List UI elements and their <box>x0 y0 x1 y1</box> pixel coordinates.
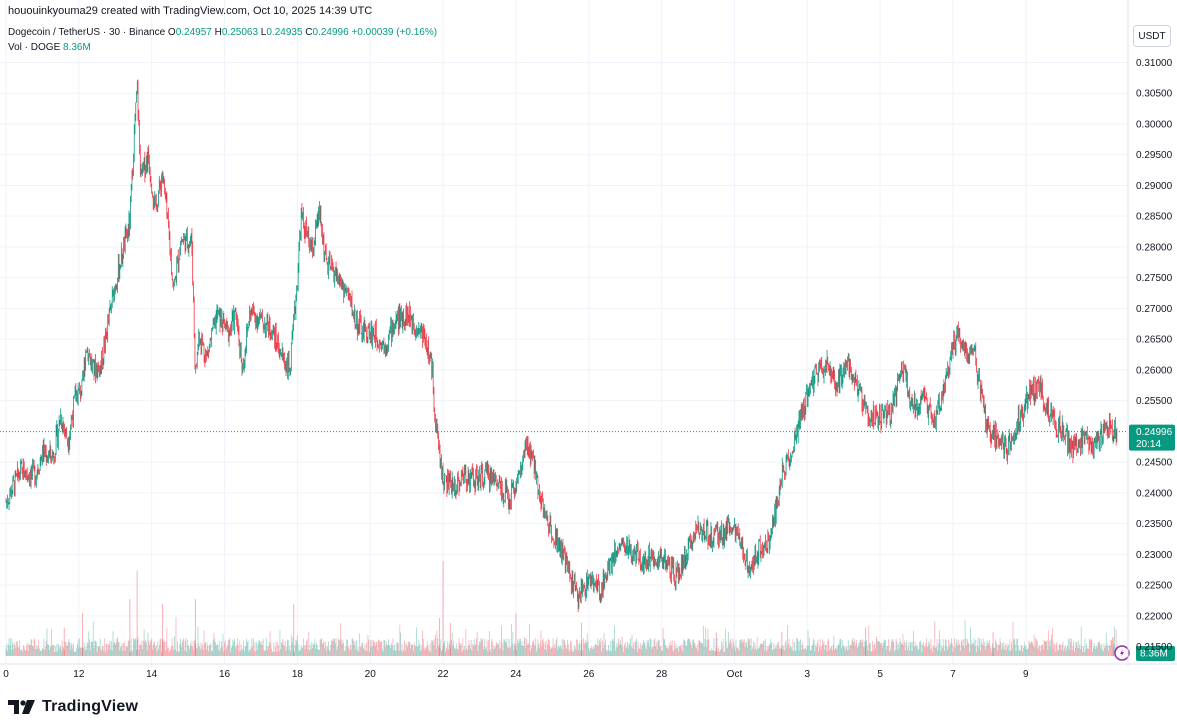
open-label: O <box>167 27 176 38</box>
lightning-glyph <box>1120 649 1124 657</box>
last-price-label: 0.24996 <box>1136 427 1173 438</box>
tradingview-logo[interactable]: TradingView <box>8 698 138 716</box>
y-tick-label: 0.22000 <box>1136 611 1173 622</box>
x-tick-label: Oct <box>727 669 743 680</box>
x-tick-label: 28 <box>656 669 668 680</box>
x-tick-label: 24 <box>510 669 522 680</box>
open-value: 0.24957 <box>175 27 212 38</box>
y-tick-label: 0.28500 <box>1136 212 1173 223</box>
volume-legend[interactable]: Vol · DOGE 8.36M <box>8 42 91 53</box>
change-value: +0.00039 (+0.16%) <box>351 27 438 38</box>
attribution-text: hououinkyouma29 created with TradingView… <box>8 5 373 17</box>
tradingview-brand: TradingView <box>42 698 139 715</box>
x-tick-label: 0 <box>3 669 9 680</box>
y-tick-label: 0.23500 <box>1136 519 1173 530</box>
volume-bars <box>5 561 1118 656</box>
low-value: 0.24935 <box>266 27 303 38</box>
y-tick-label: 0.23000 <box>1136 550 1173 561</box>
time-axis[interactable]: 0 12 14 16 18 20 22 24 26 28 Oct 3 5 7 9 <box>0 663 1177 680</box>
tradingview-logo-icon <box>8 700 35 714</box>
x-tick-label: 18 <box>292 669 304 680</box>
close-value: 0.24996 <box>312 27 349 38</box>
volume-label: Vol · DOGE <box>8 42 61 53</box>
y-tick-label: 0.29500 <box>1136 150 1173 161</box>
price-axis[interactable]: 0.31000 0.30500 0.30000 0.29500 0.29000 0.285… <box>1127 0 1173 666</box>
x-tick-label: 20 <box>365 669 377 680</box>
y-tick-label: 0.27500 <box>1136 273 1173 284</box>
high-value: 0.25063 <box>221 27 259 38</box>
y-tick-label: 0.31000 <box>1136 58 1173 69</box>
ohlc-legend[interactable]: Dogecoin / TetherUS · 30 · Binance O0.24… <box>8 27 437 38</box>
volume-value: 8.36M <box>63 42 91 53</box>
x-tick-label: 14 <box>146 669 158 680</box>
y-tick-label: 0.22500 <box>1136 581 1173 592</box>
volume-badge-label: 8.36M <box>1140 649 1168 660</box>
x-tick-label: 16 <box>219 669 231 680</box>
symbol-title[interactable]: Dogecoin / TetherUS · 30 · Binance <box>8 27 166 38</box>
y-tick-label: 0.29000 <box>1136 181 1173 192</box>
x-tick-label: 26 <box>583 669 595 680</box>
last-price-badge[interactable] <box>1129 424 1175 451</box>
y-tick-label: 0.24500 <box>1136 458 1173 469</box>
y-tick-label: 0.27000 <box>1136 304 1173 315</box>
x-tick-label: 22 <box>438 669 450 680</box>
y-tick-label: 0.26500 <box>1136 335 1173 346</box>
countdown-label: 20:14 <box>1136 439 1161 450</box>
volume-badge[interactable] <box>1136 646 1175 661</box>
y-tick-label: 0.30500 <box>1136 89 1173 100</box>
currency-button[interactable]: USDT <box>1133 25 1171 47</box>
x-tick-label: 7 <box>950 669 956 680</box>
x-tick-label: 9 <box>1023 669 1029 680</box>
y-tick-label: 0.28000 <box>1136 242 1173 253</box>
y-tick-label: 0.30000 <box>1136 119 1173 130</box>
x-tick-label: 12 <box>73 669 85 680</box>
candles <box>5 79 1118 612</box>
x-tick-label: 5 <box>877 669 883 680</box>
y-tick-label: 0.24000 <box>1136 488 1173 499</box>
close-label: C <box>305 27 313 38</box>
high-label: H <box>214 27 222 38</box>
y-tick-label: 0.26000 <box>1136 365 1173 376</box>
low-label: L <box>260 27 267 38</box>
y-tick-label: 0.21500 <box>1136 642 1173 653</box>
x-tick-label: 3 <box>805 669 811 680</box>
y-tick-label: 0.25500 <box>1136 396 1173 407</box>
